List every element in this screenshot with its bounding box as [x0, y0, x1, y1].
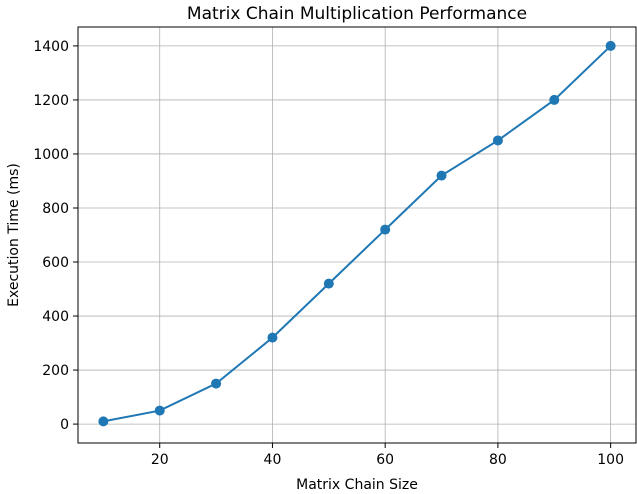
x-tick-label: 100 [597, 452, 624, 468]
data-point [436, 170, 447, 181]
data-point [211, 378, 222, 389]
y-axis-label: Execution Time (ms) [6, 163, 22, 307]
y-tick-label: 400 [42, 309, 69, 325]
x-tick-label: 40 [264, 452, 282, 468]
data-point [380, 224, 391, 235]
x-tick-label: 80 [489, 452, 507, 468]
x-tick-label: 60 [376, 452, 394, 468]
data-point [492, 135, 503, 146]
plot-frame [77, 26, 637, 444]
data-point [98, 416, 109, 427]
data-point [267, 332, 278, 343]
grid [78, 27, 636, 443]
data-point [154, 405, 165, 416]
y-tick-label: 1200 [33, 93, 69, 109]
x-axis-label: Matrix Chain Size [296, 477, 418, 493]
y-tick-label: 0 [60, 417, 69, 433]
y-tick-label: 1000 [33, 147, 69, 163]
series-line [103, 45, 612, 423]
data-point [323, 278, 334, 289]
x-tick-label: 20 [151, 452, 169, 468]
y-tick-label: 600 [42, 255, 69, 271]
y-tick-label: 200 [42, 363, 69, 379]
data-point [549, 94, 560, 105]
data-point [605, 40, 616, 51]
y-tick-label: 1400 [33, 39, 69, 55]
y-tick-label: 800 [42, 201, 69, 217]
series-layer [98, 40, 616, 427]
chart-title: Matrix Chain Multiplication Performance [187, 4, 527, 24]
